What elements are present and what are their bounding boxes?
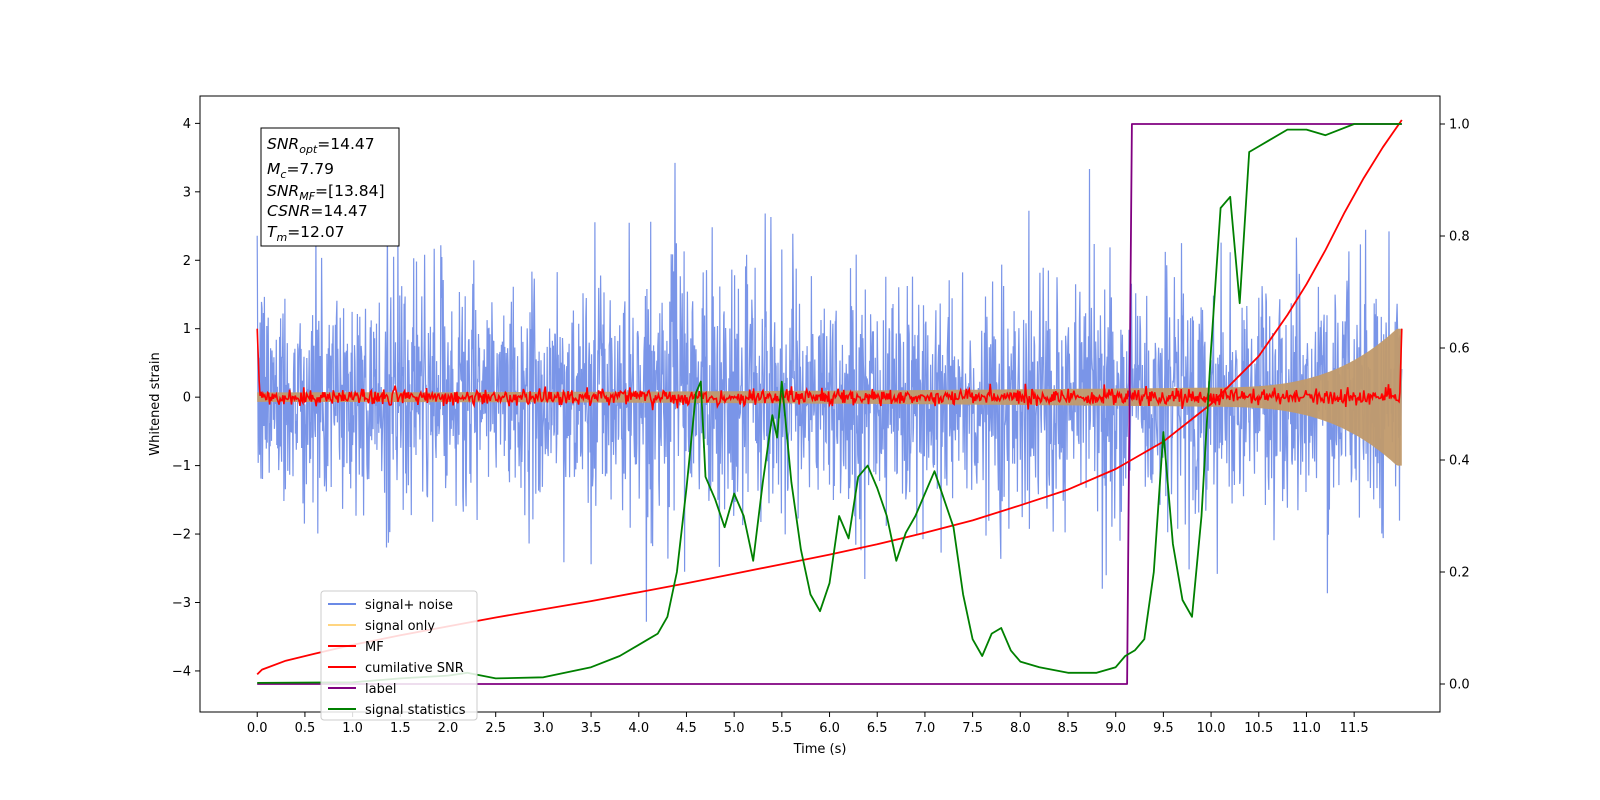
x-axis: 0.0 0.5 1.0 1.5 2.0 2.5 3.0 3.5 4.0 4.5 5.0 5.5 6.0 6… — [247, 712, 1369, 736]
legend-label-mf: MF — [365, 640, 384, 655]
x-tick-label: 2.0 — [438, 721, 459, 736]
y-axis-right: 0.0 0.2 0.4 0.6 0.8 1.0 — [1440, 118, 1470, 693]
legend-label-csnr: cumilative SNR — [365, 661, 464, 676]
y-tick-label: −1 — [172, 459, 191, 474]
x-tick-label: 7.5 — [962, 721, 983, 736]
x-tick-label: 10.0 — [1197, 721, 1226, 736]
series-label — [257, 123, 1402, 685]
y-tick-label: 3 — [183, 185, 191, 200]
y-right-tick-label: 0.0 — [1449, 678, 1470, 693]
info-snr-opt: SNRopt=14.47 — [267, 135, 375, 156]
legend-label-signal: signal only — [365, 619, 435, 634]
x-tick-label: 7.0 — [915, 721, 936, 736]
x-tick-label: 2.5 — [485, 721, 506, 736]
y-axis-left: −4 −3 −2 −1 0 1 2 3 4 — [172, 117, 200, 679]
y-tick-label: −2 — [172, 528, 191, 543]
x-tick-label: 6.0 — [819, 721, 840, 736]
info-mc: Mc=7.79 — [267, 160, 334, 181]
plot-frame — [199, 95, 1441, 713]
x-tick-label: 4.5 — [676, 721, 697, 736]
x-tick-label: 10.5 — [1244, 721, 1273, 736]
legend-label-label: label — [365, 682, 396, 697]
x-tick-label: 5.0 — [724, 721, 745, 736]
x-tick-label: 6.5 — [867, 721, 888, 736]
y-tick-label: 0 — [183, 391, 191, 406]
y-axis-label: Whitened strain — [148, 352, 163, 455]
y-right-tick-label: 0.6 — [1449, 342, 1470, 357]
x-axis-label: Time (s) — [793, 742, 847, 757]
legend: signal+ noise signal only MF cumilative … — [320, 590, 478, 721]
y-right-tick-label: 0.2 — [1449, 566, 1470, 581]
y-tick-label: −4 — [172, 664, 191, 679]
x-tick-label: 8.0 — [1010, 721, 1031, 736]
x-tick-label: 4.0 — [628, 721, 649, 736]
y-tick-label: 2 — [183, 254, 191, 269]
x-tick-label: 0.5 — [295, 721, 316, 736]
info-tm: Tm=12.07 — [267, 223, 345, 244]
info-csnr: CSNR=14.47 — [267, 202, 368, 220]
x-tick-label: 3.0 — [533, 721, 554, 736]
y-right-tick-label: 1.0 — [1449, 118, 1470, 133]
y-right-tick-label: 0.8 — [1449, 230, 1470, 245]
series-signal-statistics — [257, 123, 1402, 684]
y-tick-label: 1 — [183, 322, 191, 337]
x-tick-label: 11.5 — [1340, 721, 1369, 736]
x-tick-label: 9.0 — [1105, 721, 1126, 736]
x-tick-label: 5.5 — [772, 721, 793, 736]
legend-label-stats: signal statistics — [365, 703, 466, 718]
series-mf — [256, 328, 1403, 411]
x-tick-label: 0.0 — [247, 721, 268, 736]
y-tick-label: 4 — [183, 117, 191, 132]
y-right-tick-label: 0.4 — [1449, 454, 1470, 469]
legend-label-noise: signal+ noise — [365, 598, 453, 613]
x-tick-label: 8.5 — [1058, 721, 1079, 736]
x-tick-label: 11.0 — [1292, 721, 1321, 736]
info-box: SNRopt=14.47 Mc=7.79 SNRMF=[13.84] CSNR=… — [260, 127, 400, 247]
x-tick-label: 1.0 — [342, 721, 363, 736]
x-tick-label: 9.5 — [1153, 721, 1174, 736]
x-tick-label: 1.5 — [390, 721, 411, 736]
y-tick-label: −3 — [172, 596, 191, 611]
x-tick-label: 3.5 — [581, 721, 602, 736]
info-snr-mf: SNRMF=[13.84] — [267, 182, 385, 203]
